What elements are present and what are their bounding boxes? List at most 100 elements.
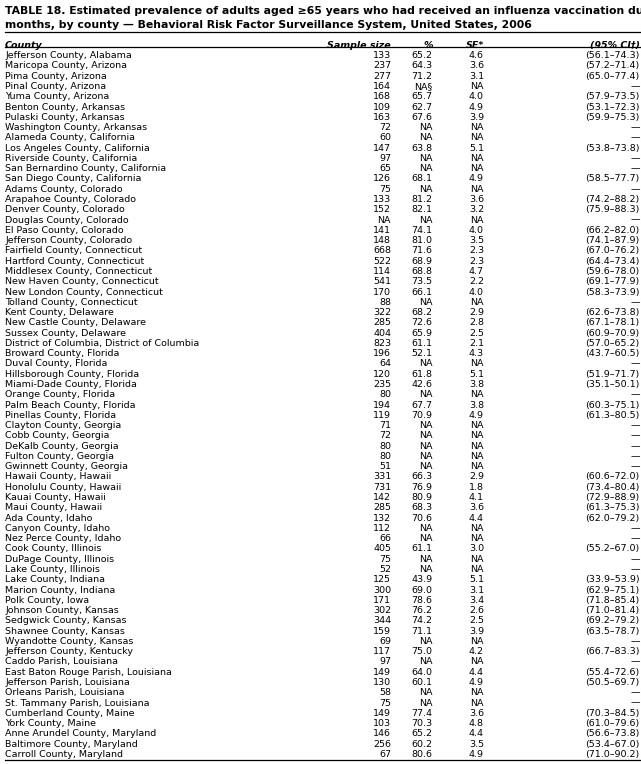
Text: 3.4: 3.4 xyxy=(469,596,484,605)
Text: Tolland County, Connecticut: Tolland County, Connecticut xyxy=(5,298,138,307)
Text: 109: 109 xyxy=(373,102,391,112)
Text: 88: 88 xyxy=(379,298,391,307)
Text: Alameda County, California: Alameda County, California xyxy=(5,134,135,142)
Text: (65.0–77.4): (65.0–77.4) xyxy=(585,72,640,81)
Text: 68.1: 68.1 xyxy=(412,174,433,183)
Text: 69.0: 69.0 xyxy=(412,585,433,594)
Text: NA: NA xyxy=(419,442,433,451)
Text: 4.0: 4.0 xyxy=(469,287,484,296)
Text: 405: 405 xyxy=(373,545,391,553)
Text: (71.0–81.4): (71.0–81.4) xyxy=(585,606,640,615)
Text: —: — xyxy=(630,421,640,430)
Text: 73.5: 73.5 xyxy=(412,277,433,286)
Text: 74.1: 74.1 xyxy=(412,226,433,235)
Text: 4.9: 4.9 xyxy=(469,678,484,687)
Text: —: — xyxy=(630,637,640,646)
Text: York County, Maine: York County, Maine xyxy=(5,719,96,728)
Text: NA: NA xyxy=(470,452,484,461)
Text: 164: 164 xyxy=(373,82,391,91)
Text: Orange County, Florida: Orange County, Florida xyxy=(5,390,115,400)
Text: 3.2: 3.2 xyxy=(469,206,484,215)
Text: 72: 72 xyxy=(379,432,391,440)
Text: 3.8: 3.8 xyxy=(469,400,484,410)
Text: NA: NA xyxy=(419,555,433,564)
Text: 76.9: 76.9 xyxy=(412,483,433,492)
Text: (71.8–85.4): (71.8–85.4) xyxy=(585,596,640,605)
Text: 1.8: 1.8 xyxy=(469,483,484,492)
Text: New London County, Connecticut: New London County, Connecticut xyxy=(5,287,163,296)
Text: —: — xyxy=(630,698,640,707)
Text: (56.1–74.3): (56.1–74.3) xyxy=(585,51,640,60)
Text: (61.3–75.3): (61.3–75.3) xyxy=(585,503,640,513)
Text: (55.2–67.0): (55.2–67.0) xyxy=(585,545,640,553)
Text: Lake County, Indiana: Lake County, Indiana xyxy=(5,575,105,584)
Text: 3.1: 3.1 xyxy=(469,585,484,594)
Text: 65.7: 65.7 xyxy=(412,92,433,102)
Text: NA: NA xyxy=(470,164,484,173)
Text: Fulton County, Georgia: Fulton County, Georgia xyxy=(5,452,114,461)
Text: 3.8: 3.8 xyxy=(469,380,484,389)
Text: NA: NA xyxy=(470,359,484,368)
Text: Shawnee County, Kansas: Shawnee County, Kansas xyxy=(5,626,125,636)
Text: 64: 64 xyxy=(379,359,391,368)
Text: —: — xyxy=(630,534,640,543)
Text: County: County xyxy=(5,41,43,50)
Text: 75.0: 75.0 xyxy=(412,647,433,656)
Text: (57.9–73.5): (57.9–73.5) xyxy=(585,92,640,102)
Text: 75: 75 xyxy=(379,185,391,194)
Text: 146: 146 xyxy=(373,730,391,738)
Text: 78.6: 78.6 xyxy=(412,596,433,605)
Text: Lake County, Illinois: Lake County, Illinois xyxy=(5,565,100,574)
Text: 731: 731 xyxy=(373,483,391,492)
Text: 4.0: 4.0 xyxy=(469,226,484,235)
Text: 4.9: 4.9 xyxy=(469,411,484,420)
Text: 3.6: 3.6 xyxy=(469,709,484,718)
Text: NA: NA xyxy=(470,555,484,564)
Text: —: — xyxy=(630,688,640,698)
Text: Cobb County, Georgia: Cobb County, Georgia xyxy=(5,432,110,440)
Text: 71: 71 xyxy=(379,421,391,430)
Text: 4.8: 4.8 xyxy=(469,719,484,728)
Text: 80: 80 xyxy=(379,452,391,461)
Text: (75.9–88.3): (75.9–88.3) xyxy=(585,206,640,215)
Text: Arapahoe County, Colorado: Arapahoe County, Colorado xyxy=(5,195,136,204)
Text: (57.2–71.4): (57.2–71.4) xyxy=(585,61,640,70)
Text: Anne Arundel County, Maryland: Anne Arundel County, Maryland xyxy=(5,730,156,738)
Text: Hartford County, Connecticut: Hartford County, Connecticut xyxy=(5,257,144,266)
Text: 141: 141 xyxy=(373,226,391,235)
Text: 5.1: 5.1 xyxy=(469,144,484,153)
Text: 132: 132 xyxy=(373,513,391,523)
Text: Douglas County, Colorado: Douglas County, Colorado xyxy=(5,215,129,225)
Text: 4.9: 4.9 xyxy=(469,174,484,183)
Text: 285: 285 xyxy=(373,319,391,327)
Text: NA: NA xyxy=(419,215,433,225)
Text: 68.9: 68.9 xyxy=(412,257,433,266)
Text: 64.0: 64.0 xyxy=(412,668,433,677)
Text: New Castle County, Delaware: New Castle County, Delaware xyxy=(5,319,146,327)
Text: Clayton County, Georgia: Clayton County, Georgia xyxy=(5,421,121,430)
Text: (64.4–73.4): (64.4–73.4) xyxy=(585,257,640,266)
Text: Broward County, Florida: Broward County, Florida xyxy=(5,349,119,358)
Text: (62.0–79.2): (62.0–79.2) xyxy=(585,513,640,523)
Text: 126: 126 xyxy=(373,174,391,183)
Text: —: — xyxy=(630,432,640,440)
Text: NA: NA xyxy=(419,637,433,646)
Text: —: — xyxy=(630,123,640,132)
Text: 194: 194 xyxy=(373,400,391,410)
Text: 58: 58 xyxy=(379,688,391,698)
Text: Jefferson County, Colorado: Jefferson County, Colorado xyxy=(5,236,132,245)
Text: NA: NA xyxy=(470,442,484,451)
Text: (60.9–70.9): (60.9–70.9) xyxy=(585,329,640,338)
Text: —: — xyxy=(630,298,640,307)
Text: 69: 69 xyxy=(379,637,391,646)
Text: 61.1: 61.1 xyxy=(412,545,433,553)
Text: New Haven County, Connecticut: New Haven County, Connecticut xyxy=(5,277,159,286)
Text: 68.3: 68.3 xyxy=(412,503,433,513)
Text: 404: 404 xyxy=(373,329,391,338)
Text: —: — xyxy=(630,82,640,91)
Text: SE*: SE* xyxy=(465,41,484,50)
Text: 120: 120 xyxy=(373,370,391,379)
Text: 60.1: 60.1 xyxy=(412,678,433,687)
Text: Gwinnett County, Georgia: Gwinnett County, Georgia xyxy=(5,462,128,471)
Text: Fairfield County, Connecticut: Fairfield County, Connecticut xyxy=(5,247,142,255)
